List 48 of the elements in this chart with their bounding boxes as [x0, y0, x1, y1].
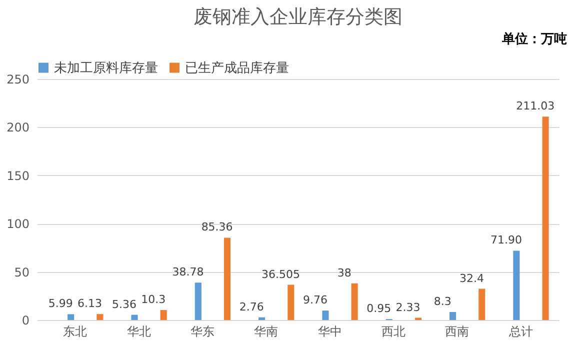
data-label: 0.95 — [366, 302, 392, 316]
x-tick-label: 东北 — [63, 324, 88, 338]
bar — [478, 288, 486, 320]
y-tick-label: 250 — [6, 72, 30, 86]
y-tick-label: 200 — [6, 120, 30, 135]
x-tick-label: 华北 — [126, 324, 151, 338]
data-label: 5.99 — [48, 297, 73, 310]
bar — [131, 314, 138, 320]
x-tick-label: 华中 — [318, 324, 342, 338]
data-label: 38 — [337, 266, 352, 280]
bar — [68, 314, 74, 320]
text: 单位：万吨 — [501, 31, 567, 47]
x-tick-label: 华南 — [254, 324, 278, 338]
bar — [542, 116, 549, 320]
bar — [513, 250, 520, 320]
x-tick-label: 华东 — [190, 324, 215, 338]
data-label: 32.4 — [459, 272, 484, 285]
bar — [322, 310, 329, 320]
x-tick-label: 西南 — [445, 324, 470, 338]
x-tick-label: 总计 — [508, 324, 533, 338]
bar — [450, 312, 456, 320]
bar — [224, 238, 231, 320]
data-label: 6.13 — [77, 297, 102, 310]
data-label: 85.36 — [201, 220, 233, 234]
bar — [194, 282, 202, 320]
bar — [288, 284, 294, 320]
data-label: 10.3 — [141, 293, 166, 306]
data-label: 2.76 — [239, 300, 264, 314]
data-label: 71.90 — [490, 234, 522, 247]
y-tick-label: 150 — [6, 168, 30, 183]
data-label: 38.78 — [172, 266, 204, 279]
bar — [258, 317, 266, 320]
chart-title: 废钢准入企业库存分类图 — [194, 6, 402, 28]
bar — [351, 283, 358, 320]
y-tick-label: 0 — [22, 314, 30, 328]
legend-label: 已生产成品库存量 — [185, 60, 289, 76]
bar — [96, 314, 104, 320]
data-label: 211.03 — [516, 100, 555, 113]
data-label: 8.3 — [434, 295, 452, 308]
y-tick-label: 50 — [14, 265, 30, 280]
x-tick-label: 西北 — [381, 324, 406, 338]
data-label: 9.76 — [303, 294, 328, 307]
bar — [160, 310, 167, 320]
data-label: 36.505 — [261, 268, 300, 281]
legend-label: 未加工原料库存量 — [54, 60, 158, 76]
y-tick-label: 100 — [6, 217, 30, 232]
data-label: 5.36 — [112, 298, 137, 311]
data-label: 2.33 — [396, 300, 420, 314]
